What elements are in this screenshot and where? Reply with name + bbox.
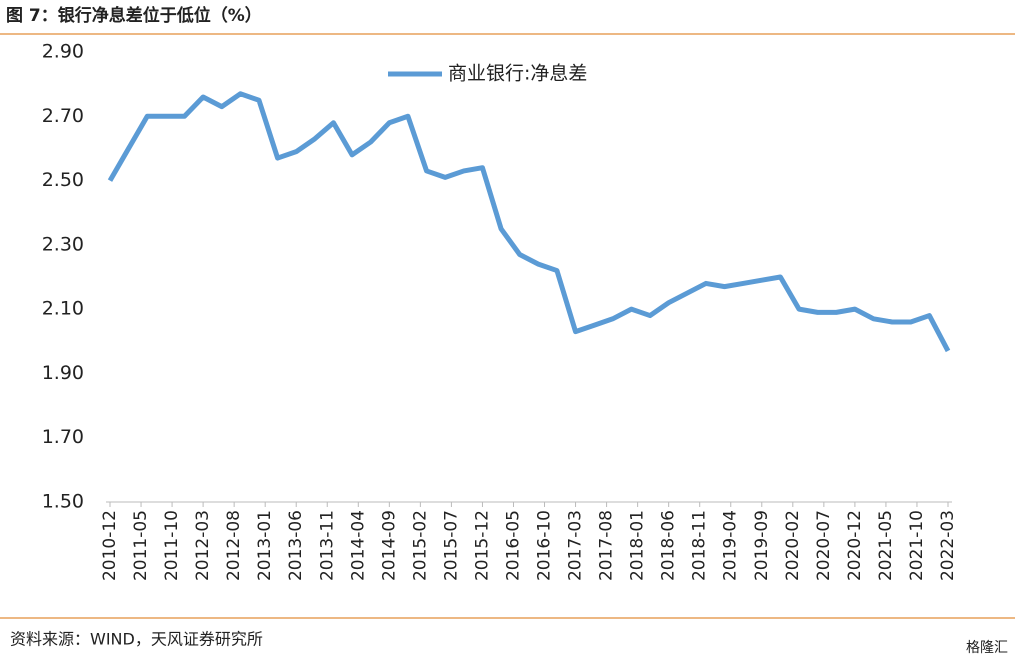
x-tick-label: 2022-03 <box>938 510 958 581</box>
x-tick-label: 2021-05 <box>876 510 896 581</box>
x-tick-label: 2015-12 <box>472 510 492 581</box>
x-tick-label: 2018-06 <box>659 510 679 581</box>
x-tick-label: 2012-08 <box>224 510 244 581</box>
x-tick-label: 2014-09 <box>379 510 399 581</box>
y-tick-label: 2.50 <box>42 169 84 191</box>
x-tick-label: 2016-05 <box>503 510 523 581</box>
x-tick-label: 2016-10 <box>535 510 555 581</box>
watermark: 格隆汇 <box>966 640 1008 656</box>
legend-label: 商业银行:净息差 <box>448 63 587 85</box>
y-tick-label: 1.90 <box>42 362 84 384</box>
y-tick-label: 2.30 <box>42 233 84 255</box>
x-tick-label: 2020-07 <box>814 510 834 581</box>
x-tick-label: 2017-08 <box>597 510 617 581</box>
x-tick-label: 2013-01 <box>255 510 275 581</box>
y-tick-label: 2.70 <box>42 105 84 127</box>
chart-title: 图 7：银行净息差位于低位（%） <box>6 5 262 26</box>
x-tick-label: 2021-10 <box>907 510 927 581</box>
x-tick-label: 2014-04 <box>348 510 368 581</box>
x-tick-label: 2019-04 <box>721 510 741 581</box>
x-tick-label: 2015-02 <box>410 510 430 581</box>
x-tick-label: 2020-02 <box>783 510 803 581</box>
data-line <box>107 91 951 353</box>
y-tick-label: 1.50 <box>42 491 84 513</box>
x-tick-label: 2020-12 <box>845 510 865 581</box>
y-tick-label: 2.10 <box>42 298 84 320</box>
x-tick-label: 2012-03 <box>193 510 213 581</box>
x-tick-label: 2013-11 <box>317 510 337 581</box>
source-note: 资料来源：WIND，天风证券研究所 <box>10 630 263 649</box>
x-tick-label: 2017-03 <box>566 510 586 581</box>
x-tick-label: 2015-07 <box>441 510 461 581</box>
y-tick-label: 2.90 <box>42 41 84 63</box>
x-tick-label: 2018-11 <box>690 510 710 581</box>
y-tick-label: 1.70 <box>42 426 84 448</box>
x-tick-label: 2018-01 <box>628 510 648 581</box>
x-tick-label: 2010-12 <box>100 510 120 581</box>
x-tick-label: 2011-05 <box>131 510 151 581</box>
x-tick-label: 2011-10 <box>162 510 182 581</box>
x-tick-label: 2013-06 <box>286 510 306 581</box>
x-tick-label: 2019-09 <box>752 510 772 581</box>
